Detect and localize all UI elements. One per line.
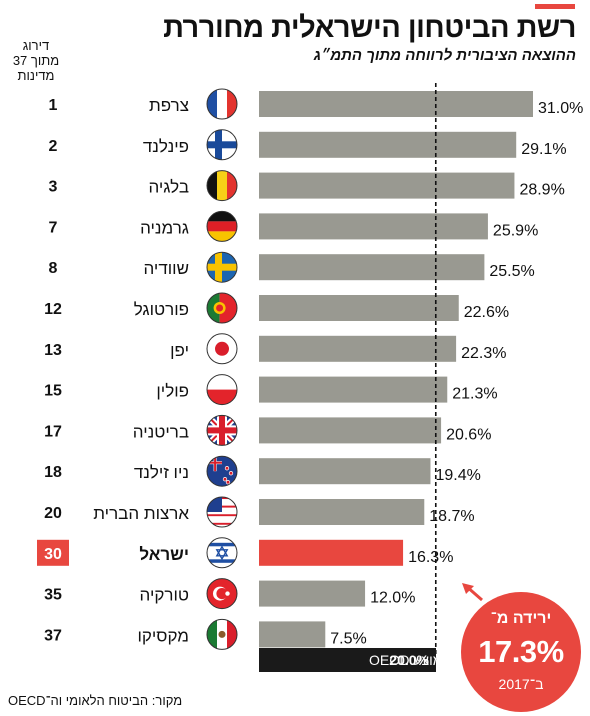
turkey-flag-icon bbox=[206, 578, 238, 610]
bar-12 bbox=[259, 539, 404, 566]
rank-label-12: 30 bbox=[44, 546, 62, 563]
badge-line-2: ב־2017 bbox=[498, 676, 544, 692]
decline-badge: ירידה מ־ 17.3% ב־2017 bbox=[461, 592, 581, 712]
value-label-10: 19.4% bbox=[435, 467, 480, 484]
rank-label-4: 7 bbox=[49, 219, 58, 236]
rank-label-5: 8 bbox=[49, 260, 58, 277]
country-label-7: יפן bbox=[170, 341, 189, 360]
rank-label-2: 2 bbox=[49, 138, 58, 155]
bar-9 bbox=[259, 417, 442, 444]
rank-label-13: 35 bbox=[44, 587, 62, 604]
rank-header-line-2: מתוך 37 bbox=[12, 53, 60, 68]
title-accent-bar bbox=[535, 4, 575, 9]
country-label-14: מקסיקו bbox=[137, 626, 189, 645]
bar-4 bbox=[259, 213, 488, 240]
uk-flag-icon bbox=[206, 414, 238, 446]
value-label-14: 7.5% bbox=[330, 630, 366, 647]
bar-3 bbox=[259, 172, 515, 199]
country-label-11: ארצות הברית bbox=[93, 504, 189, 523]
badge-line-1: ירידה מ־ bbox=[490, 610, 552, 627]
country-label-6: פורטוגל bbox=[134, 300, 189, 319]
value-label-5: 25.5% bbox=[489, 263, 534, 280]
bar-8 bbox=[259, 376, 448, 403]
bar-2 bbox=[259, 131, 517, 158]
rank-label-10: 18 bbox=[44, 464, 62, 481]
country-label-4: גרמניה bbox=[140, 218, 189, 237]
rank-column-header: דירוג מתוך 37 מדינות bbox=[8, 38, 64, 83]
germany-flag-icon bbox=[206, 210, 238, 242]
value-label-6: 22.6% bbox=[464, 304, 509, 321]
country-label-5: שוודיה bbox=[143, 259, 189, 278]
value-label-11: 18.7% bbox=[429, 508, 474, 525]
bar-6 bbox=[259, 295, 459, 321]
country-label-10: ניו זילנד bbox=[134, 463, 189, 482]
sweden-flag-icon bbox=[206, 251, 238, 283]
value-label-1: 31.0% bbox=[538, 100, 583, 117]
portugal-flag-icon bbox=[206, 292, 238, 324]
country-label-2: פינלנד bbox=[143, 137, 189, 156]
chart-subtitle: ההוצאה הציבורית לרווחה מתוך התמ״ג bbox=[313, 47, 576, 64]
chart-title: רשת הביטחון הישראלית מחוררת bbox=[163, 12, 576, 44]
bar-14 bbox=[259, 621, 326, 648]
country-label-12: ישראל bbox=[139, 545, 189, 564]
rank-header-line-3: מדינות bbox=[17, 68, 55, 83]
rank-label-6: 12 bbox=[44, 301, 62, 318]
badge-value: 17.3% bbox=[478, 634, 564, 669]
rank-highlight-box bbox=[37, 539, 69, 566]
source-note: מקור: הביטוח הלאומי וה־OECD bbox=[8, 693, 183, 708]
value-label-13: 12.0% bbox=[370, 590, 415, 607]
value-label-7: 22.3% bbox=[461, 345, 506, 362]
bar-1 bbox=[259, 91, 533, 117]
value-label-4: 25.9% bbox=[493, 222, 538, 239]
rank-label-8: 15 bbox=[44, 383, 62, 400]
country-label-3: בלגיה bbox=[148, 178, 189, 197]
value-label-3: 28.9% bbox=[519, 182, 564, 199]
israel-flag-icon bbox=[206, 537, 238, 569]
usa-flag-icon bbox=[206, 496, 238, 528]
country-label-13: טורקיה bbox=[140, 586, 189, 605]
oecd-average-value: 20.0% bbox=[389, 652, 429, 668]
oecd-average-box bbox=[259, 648, 436, 672]
country-label-9: בריטניה bbox=[133, 422, 189, 441]
rank-label-14: 37 bbox=[44, 627, 62, 644]
value-label-12: 16.3% bbox=[408, 549, 453, 566]
new-zealand-flag-icon bbox=[206, 455, 238, 487]
rank-header-line-1: דירוג bbox=[22, 38, 50, 53]
mexico-flag-icon bbox=[206, 618, 238, 650]
rank-label-1: 1 bbox=[49, 97, 58, 114]
rank-label-7: 13 bbox=[44, 342, 62, 359]
country-label-8: פולין bbox=[156, 382, 189, 401]
bar-5 bbox=[259, 254, 485, 281]
value-label-8: 21.3% bbox=[452, 386, 497, 403]
finland-flag-icon bbox=[206, 129, 238, 161]
rank-label-9: 17 bbox=[44, 423, 62, 440]
bar-11 bbox=[259, 499, 425, 525]
rank-label-3: 3 bbox=[49, 179, 58, 196]
japan-flag-icon bbox=[206, 333, 238, 365]
value-label-2: 29.1% bbox=[521, 141, 566, 158]
bar-13 bbox=[259, 580, 366, 607]
poland-flag-icon bbox=[206, 374, 238, 406]
country-label-1: צרפת bbox=[149, 96, 189, 115]
bar-7 bbox=[259, 335, 457, 362]
france-flag-icon bbox=[206, 88, 238, 120]
oecd-average-label: ממוצע OECD bbox=[369, 652, 452, 668]
value-label-9: 20.6% bbox=[446, 426, 491, 443]
belgium-flag-icon bbox=[206, 170, 238, 202]
bar-10 bbox=[259, 458, 431, 485]
rank-label-11: 20 bbox=[44, 505, 62, 522]
